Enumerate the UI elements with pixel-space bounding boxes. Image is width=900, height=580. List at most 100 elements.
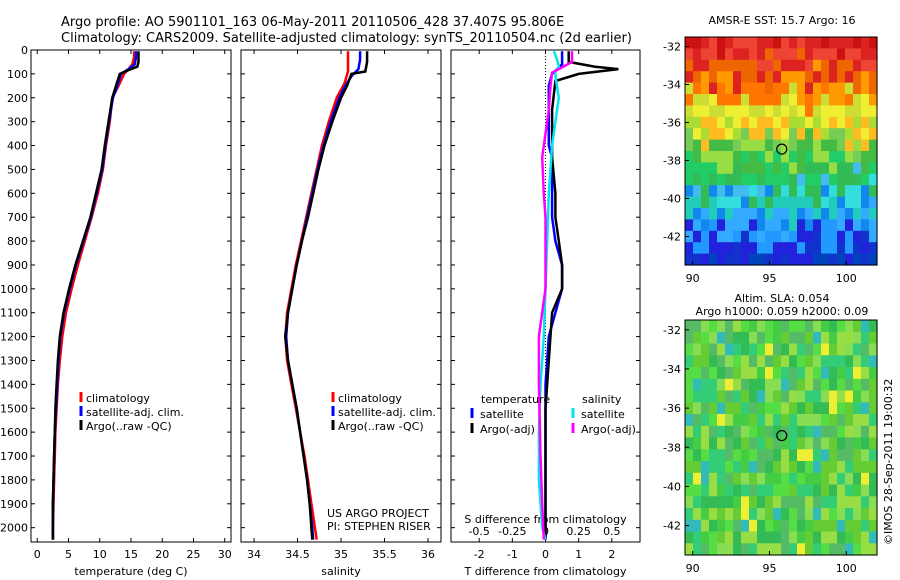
map-cell [741,105,750,118]
map-cell [685,105,694,118]
map-cell [773,71,782,84]
map-cell [765,71,774,84]
map-cell [861,230,870,243]
map-cell [741,208,750,220]
series-line-climatology [284,51,350,540]
map-cell [741,151,750,163]
map-cell [781,253,790,266]
map-cell [749,253,758,266]
map-cell [685,151,694,163]
legend-label: climatology [338,392,402,405]
map-cell [757,449,766,462]
map-cell [869,355,878,368]
map-cell [861,185,870,198]
map-cell [773,230,782,243]
map-cell [741,508,750,521]
map-cell [869,253,878,266]
map-cell [845,128,854,141]
y-tick-label: 1200 [0,331,28,344]
map-cell [717,355,726,368]
map-cell [837,519,846,533]
map-cell [709,230,718,243]
map-cell [837,367,846,380]
map-cell [813,208,822,220]
map-cell [685,59,694,72]
map-cell [773,219,782,232]
map-cell [749,437,758,450]
map-cell [685,196,694,209]
map-cell [797,128,806,141]
map-cell [821,94,830,106]
map-cell [853,461,862,474]
x-tick-label: 95 [762,562,776,575]
map-cell [765,37,774,49]
map-cell [797,484,806,497]
map-cell [813,472,822,486]
map-cell [725,378,734,392]
map-cell [845,355,854,368]
y-tick-label: 1000 [0,283,28,296]
map-cell [797,230,806,243]
map-cell [853,425,862,439]
map-cell [829,461,838,474]
map-cell [725,355,734,368]
map-cell [837,139,846,152]
map-cell [741,162,750,175]
map-cell [789,105,798,118]
map-cell [741,355,750,368]
map-cell [837,472,846,486]
map-cell [773,82,782,95]
map-cell [805,185,814,198]
map-cell [733,414,742,427]
map-cell [869,343,878,356]
map-cell [853,48,862,61]
map-cell [693,253,702,266]
map-cell [693,449,702,462]
map-cell [853,496,862,509]
map-cell [813,253,822,266]
map-cell [797,320,806,333]
map-cell [733,139,742,152]
map-cell [701,320,710,333]
map-cell [765,59,774,72]
map-cell [685,230,694,243]
map-cell [837,151,846,163]
map-cell [837,343,846,356]
map-cell [797,531,806,544]
map-cell [733,531,742,544]
map-cell [693,162,702,175]
map-cell [829,343,838,356]
map-cell [829,37,838,49]
map-cell [837,82,846,95]
map-cell [805,253,814,266]
map-cell [709,472,718,486]
map-cell [733,162,742,175]
map-cell [821,105,830,118]
map-cell [741,343,750,356]
map-cell [757,543,766,556]
map-cell [797,139,806,152]
map-cell [821,48,830,61]
map-cell [789,242,798,255]
map-cell [805,496,814,509]
map-cell [709,331,718,345]
map-cell [829,253,838,266]
map-cell [717,367,726,380]
map-cell [741,37,750,49]
map-cell [813,414,822,427]
map-cell [757,116,766,129]
map-cell [685,128,694,141]
map-cell [789,173,798,186]
map-cell [789,37,798,49]
map-cell [773,162,782,175]
map-cell [781,162,790,175]
map-cell [861,116,870,129]
map-cell [837,390,846,403]
map-cell [837,414,846,427]
map-cell [725,230,734,243]
map-cell [685,531,694,544]
map-cell [693,48,702,61]
map-cell [861,139,870,152]
map-cell [861,367,870,380]
map-cell [701,496,710,509]
